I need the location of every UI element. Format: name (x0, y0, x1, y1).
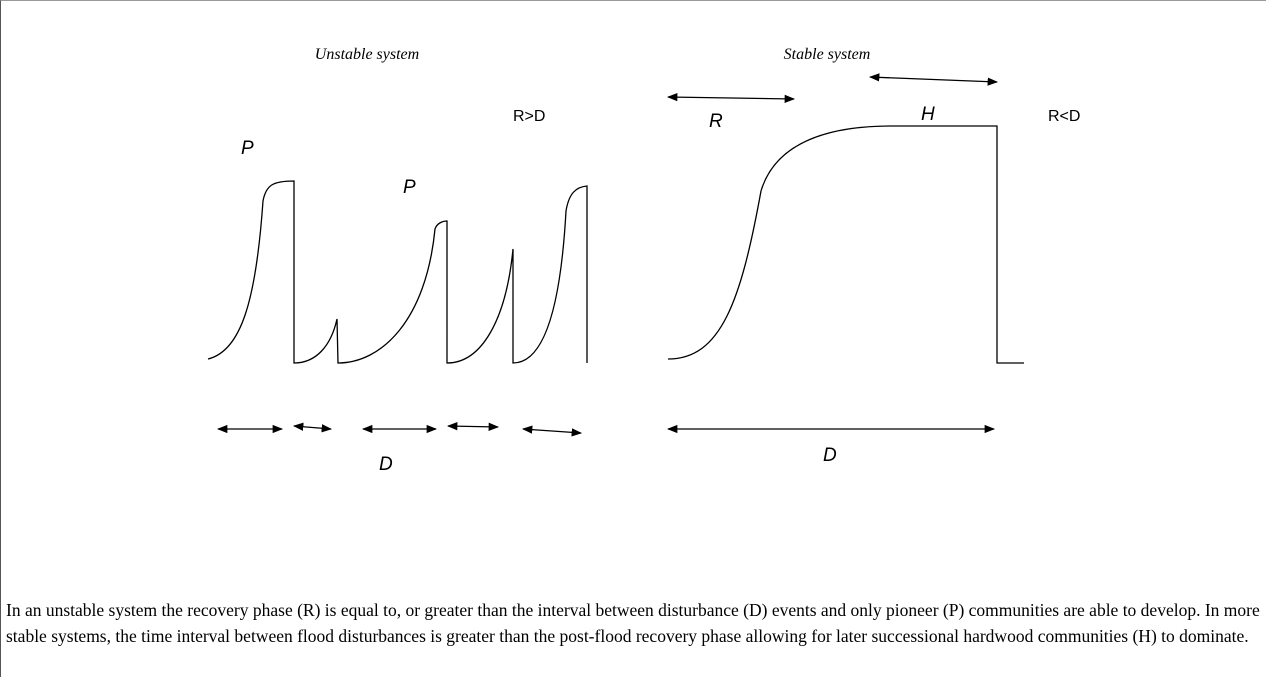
label-h: H (921, 104, 935, 125)
label-p: P (241, 138, 254, 159)
unstable-curve (207, 180, 588, 364)
label-d: D (823, 445, 837, 466)
arrow (666, 92, 796, 104)
stable-relation: R<D (1048, 108, 1080, 125)
unstable-relation: R>D (513, 108, 545, 125)
label-d: D (379, 454, 393, 475)
arrow (521, 425, 583, 437)
stable-curve (667, 125, 1024, 364)
diagram: Unstable system Stable system R>D R<D P … (207, 46, 1080, 475)
arrow (292, 422, 333, 433)
stable-title: Stable system (784, 46, 871, 63)
unstable-title: Unstable system (315, 46, 419, 63)
label-r: R (709, 111, 723, 132)
label-p: P (403, 177, 416, 198)
caption: In an unstable system the recovery phase… (6, 600, 1260, 646)
arrow (868, 73, 999, 86)
arrow (446, 422, 500, 431)
